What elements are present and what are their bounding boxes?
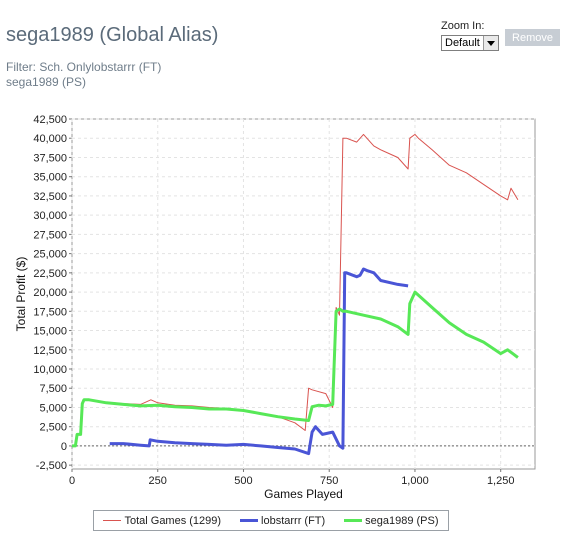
- x-tick-label: 0: [69, 475, 75, 487]
- remove-button[interactable]: Remove: [505, 29, 560, 46]
- x-tick-label: 1,000: [401, 475, 429, 487]
- y-tick-label: 37,500: [33, 152, 67, 164]
- x-tick-label: 1,250: [487, 475, 515, 487]
- x-tick-label: 500: [234, 475, 252, 487]
- legend-item: Total Games (1299): [103, 515, 221, 527]
- x-tick-label: 250: [149, 475, 167, 487]
- filter-line-2: sega1989 (PS): [6, 75, 87, 89]
- y-tick-label: 27,500: [33, 229, 67, 241]
- y-tick-label: 32,500: [33, 191, 67, 203]
- legend-item: sega1989 (PS): [344, 514, 439, 527]
- x-axis-label: Games Played: [264, 487, 343, 501]
- y-tick-label: 25,000: [33, 249, 67, 261]
- x-tick-label: 750: [320, 475, 338, 487]
- zoom-select[interactable]: Default: [441, 35, 499, 51]
- plot-area: [71, 118, 536, 470]
- y-tick-label: 0: [61, 441, 67, 453]
- page-title: sega1989 (Global Alias): [6, 24, 219, 46]
- series-line-2: [109, 267, 409, 456]
- y-tick-label: -2,500: [36, 460, 67, 472]
- y-tick-label: 15,000: [33, 326, 67, 338]
- y-tick-label: 12,500: [33, 345, 67, 357]
- y-tick-label: 42,500: [33, 114, 67, 126]
- y-tick-label: 10,000: [33, 364, 67, 376]
- legend-swatch: [344, 519, 363, 522]
- chevron-down-icon[interactable]: [483, 36, 498, 50]
- legend-swatch: [103, 520, 122, 521]
- profit-chart: -2,500 0 2,500 5,000 7,500 10,000 12,500 15,000…: [0, 105, 572, 545]
- legend-swatch: [240, 519, 259, 522]
- legend-label: Total Games (1299): [124, 514, 222, 527]
- y-tick-label: 17,500: [33, 306, 67, 318]
- y-tick-label: 35,000: [33, 172, 67, 184]
- legend-item: lobstarrr (FT): [240, 515, 325, 527]
- chart-legend: Total Games (1299) lobstarrr (FT) sega1989…: [93, 510, 449, 531]
- y-tick-label: 20,000: [33, 287, 67, 299]
- zoom-label: Zoom In:: [441, 20, 485, 32]
- filter-line-1: Filter: Sch. Onlylobstarrr (FT): [6, 60, 162, 74]
- y-tick-label: 22,500: [33, 268, 67, 280]
- chart-svg: -2,50002,5005,0007,50010,00012,50015,000…: [14, 114, 536, 501]
- y-tick-label: 2,500: [39, 422, 67, 434]
- filter-description: Filter: Sch. Onlylobstarrr (FT) sega1989…: [6, 60, 161, 90]
- y-tick-label: 40,000: [33, 133, 67, 145]
- y-axis-label: Total Profit ($): [14, 257, 28, 332]
- legend-label: lobstarrr (FT): [261, 514, 326, 527]
- zoom-selected-value: Default: [445, 37, 480, 49]
- y-tick-label: 5,000: [39, 402, 67, 414]
- series-line-3: [72, 290, 519, 448]
- legend-label: sega1989 (PS): [365, 514, 439, 527]
- y-tick-label: 30,000: [33, 210, 67, 222]
- y-tick-label: 7,500: [39, 383, 67, 395]
